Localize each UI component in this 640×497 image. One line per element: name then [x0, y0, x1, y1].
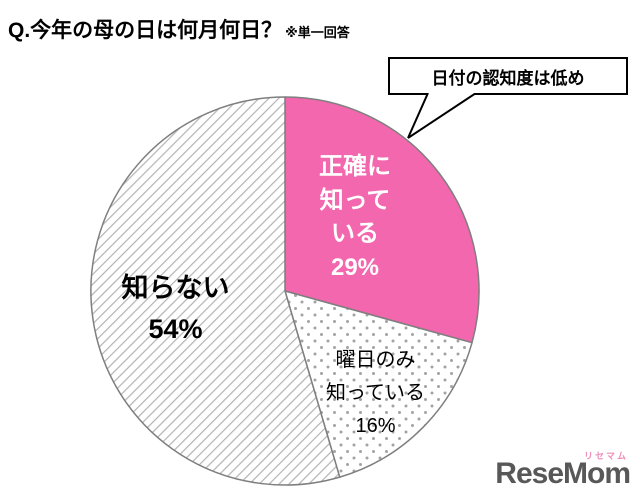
chart-title: Q.今年の母の日は何月何日？ ※単一回答: [8, 14, 350, 44]
logo-ruby-text: リセマム: [583, 451, 628, 461]
slice-label-weekday: 曜日のみ 知っている 16%: [298, 344, 453, 443]
slice-label-unknown: 知らない 54%: [93, 268, 258, 349]
slice-label-value: 54%: [148, 313, 203, 344]
pie-slices: [90, 96, 480, 486]
slice-label-line: 知らない: [121, 273, 230, 303]
callout-box: 日付の認知度は低め: [388, 57, 628, 95]
pie-slice-solid-pink: [284, 96, 480, 344]
pie-slice-dotted: [284, 290, 473, 478]
slice-label-accurate: 正確に 知って いる 29%: [293, 150, 417, 284]
chart-note: ※単一回答: [285, 25, 350, 40]
slice-label-value: 29%: [330, 253, 380, 281]
pie-slice-diagonal-hatch: [90, 96, 341, 486]
slice-label-line: 正確に: [319, 153, 391, 180]
slice-label-line: 知って: [319, 186, 391, 214]
slice-label-line: 知っている: [326, 382, 425, 404]
callout-tail: [407, 93, 477, 139]
slice-label-value: 16%: [355, 415, 396, 437]
slice-label-line: 曜日のみ: [335, 349, 416, 371]
chart-question: Q.今年の母の日は何月何日？: [8, 19, 283, 42]
resemom-logo: リセマム ReseMom: [495, 451, 631, 491]
logo-text: ReseMom: [495, 457, 631, 490]
callout-text: 日付の認知度は低め: [431, 68, 585, 88]
slice-label-line: いる: [331, 220, 379, 248]
